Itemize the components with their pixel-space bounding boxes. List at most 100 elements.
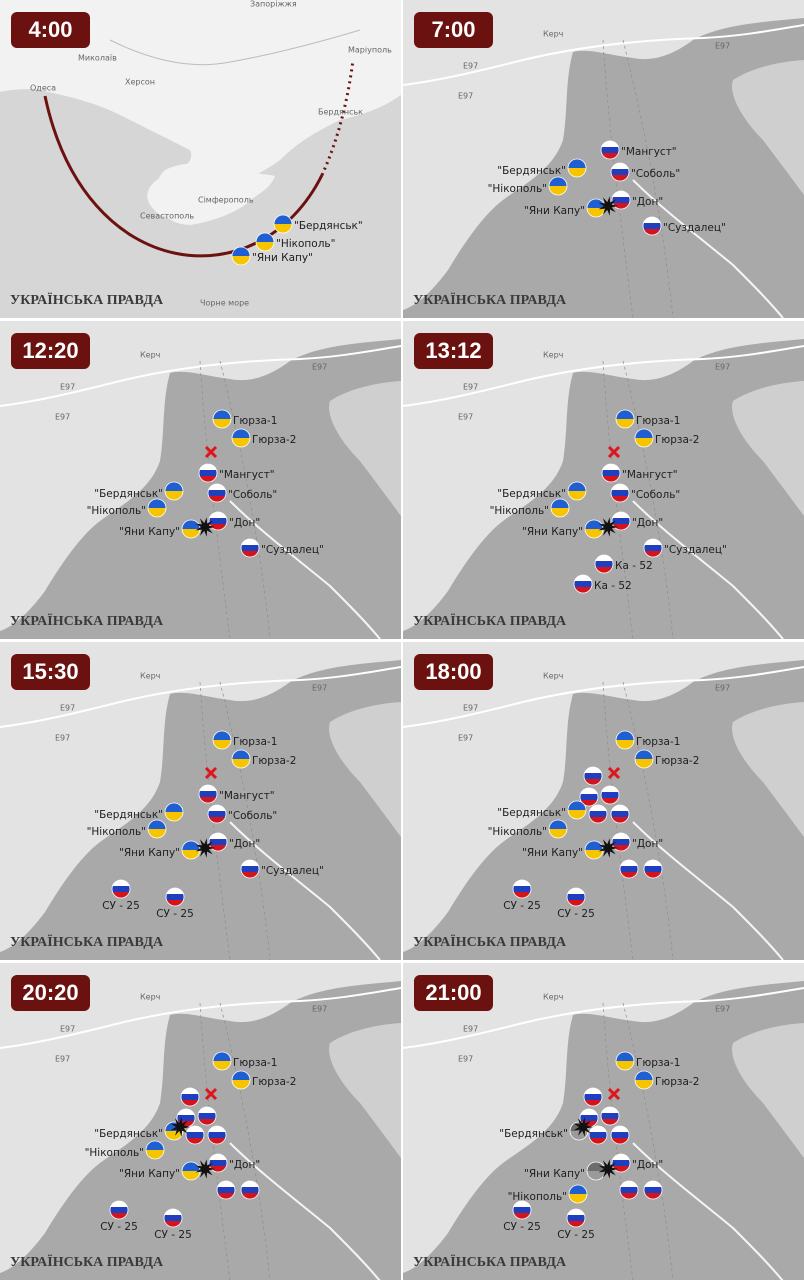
brand: УКРАЇНСЬКА ПРАВДА [10, 934, 164, 950]
ship-marker [619, 1180, 639, 1200]
place-name: E97 [463, 1025, 478, 1034]
ship-label: "Суздалец" [663, 222, 726, 234]
ship-marker [145, 1140, 165, 1160]
ship-marker [512, 1200, 532, 1220]
border [109, 29, 361, 66]
ship-label: "Дон" [632, 838, 663, 850]
ship-marker [164, 481, 184, 501]
ship-marker [643, 1180, 663, 1200]
lane [199, 681, 271, 960]
map: Керч E97 E97 E97 "Мангуст" "Бердянськ" "Соболь… [403, 0, 804, 318]
place-name: Керч [543, 993, 563, 1002]
ship-label: Ка - 52 [615, 560, 653, 572]
map-panel: Запоріжжя Миколаїв Маріуполь Одеса Херсон Бер… [0, 0, 401, 318]
map: Запоріжжя Миколаїв Маріуполь Одеса Херсон Бер… [0, 0, 401, 318]
ship-label: "Нікополь" [490, 505, 549, 517]
ship-marker [568, 1184, 588, 1204]
ship-marker [643, 538, 663, 558]
place-name: E97 [60, 1025, 75, 1034]
ship-label: "Бердянськ" [497, 165, 566, 177]
map-panel: Керч E97 E97 E97 Гюрза-1 Гюрза-2 "Бердянськ" "Н… [0, 963, 401, 1280]
ship-label: "Мангуст" [621, 146, 677, 158]
brand: УКРАЇНСЬКА ПРАВДА [413, 613, 567, 629]
ship-marker [600, 1106, 620, 1126]
land [403, 0, 804, 310]
ship-marker [163, 1208, 183, 1228]
ship-label: "Яни Капу" [119, 847, 180, 859]
ship-label: "Суздалец" [664, 544, 727, 556]
ship-label: "Соболь" [631, 168, 680, 180]
place-name: E97 [715, 363, 730, 372]
ship-label: "Бердянськ" [497, 488, 566, 500]
ship-label: "Яни Капу" [119, 1168, 180, 1180]
ship-marker [198, 784, 218, 804]
ship-label: "Яни Капу" [252, 252, 313, 264]
ship-marker [573, 574, 593, 594]
ship-label: "Нікополь" [87, 826, 146, 838]
time-badge [11, 975, 90, 1011]
explosion [573, 1117, 593, 1137]
place-name: E97 [55, 413, 70, 422]
ship-marker [240, 538, 260, 558]
ship-label: СУ - 25 [154, 1229, 192, 1241]
ship-marker [147, 819, 167, 839]
route-dotted [320, 59, 355, 176]
ship-label: Ка - 52 [594, 580, 632, 592]
ship-label: "Бердянськ" [497, 807, 566, 819]
bridge [632, 179, 784, 318]
time-label: 13:12 [425, 338, 481, 363]
ship-marker [197, 1106, 217, 1126]
ship-marker [548, 819, 568, 839]
brand: УКРАЇНСЬКА ПРАВДА [413, 934, 567, 950]
place-name: Керч [543, 351, 563, 360]
ship-label: Гюрза-2 [252, 434, 296, 446]
place-name: E97 [458, 413, 473, 422]
map-panel: Керч E97 E97 E97 Гюрза-1 Гюрза-2 "Мангуст" "Бер… [403, 321, 804, 639]
sunk-mark [607, 445, 621, 459]
ship-marker [584, 840, 604, 860]
time-label: 12:20 [22, 338, 78, 363]
ship-marker [231, 749, 251, 769]
time-label: 18:00 [425, 659, 481, 684]
explosion [195, 517, 215, 537]
road [403, 666, 804, 728]
ship-label: "Дон" [229, 838, 260, 850]
place-name: E97 [715, 1005, 730, 1014]
time-badge [11, 12, 90, 48]
crimea [157, 163, 275, 225]
land [403, 642, 804, 952]
map-panel: Керч E97 E97 E97 Гюрза-1 Гюрза-2 "Бердянськ" "Н… [403, 642, 804, 960]
ship-marker [231, 1070, 251, 1090]
ship-marker [231, 428, 251, 448]
ship-marker [180, 1087, 200, 1107]
ship-label: Гюрза-2 [655, 755, 699, 767]
ship-marker [181, 840, 201, 860]
ship-marker [588, 1125, 608, 1145]
place-name: Керч [543, 30, 563, 39]
road [403, 987, 804, 1049]
time-badge [11, 333, 90, 369]
ship-label: "Дон" [632, 196, 663, 208]
ship-label: "Яни Капу" [522, 847, 583, 859]
brand: УКРАЇНСЬКА ПРАВДА [10, 613, 164, 629]
ship-label: СУ - 25 [557, 1229, 595, 1241]
ship-marker [611, 832, 631, 852]
road [403, 24, 804, 86]
land [0, 642, 401, 952]
place-name: E97 [715, 42, 730, 51]
ship-label: "Бердянськ" [94, 1128, 163, 1140]
land-east [329, 1023, 401, 1158]
ship-label: Гюрза-1 [636, 415, 680, 427]
land-east [329, 381, 401, 516]
sunk-mark [607, 1087, 621, 1101]
ship-marker [594, 554, 614, 574]
place-name: Запоріжжя [250, 0, 297, 9]
ship-label: "Дон" [229, 517, 260, 529]
land-east [732, 702, 804, 837]
place-name: Бердянськ [318, 108, 363, 117]
ship-label: "Бердянськ" [499, 1128, 568, 1140]
place-name: E97 [463, 62, 478, 71]
bridge [229, 821, 381, 960]
ship-marker [181, 519, 201, 539]
